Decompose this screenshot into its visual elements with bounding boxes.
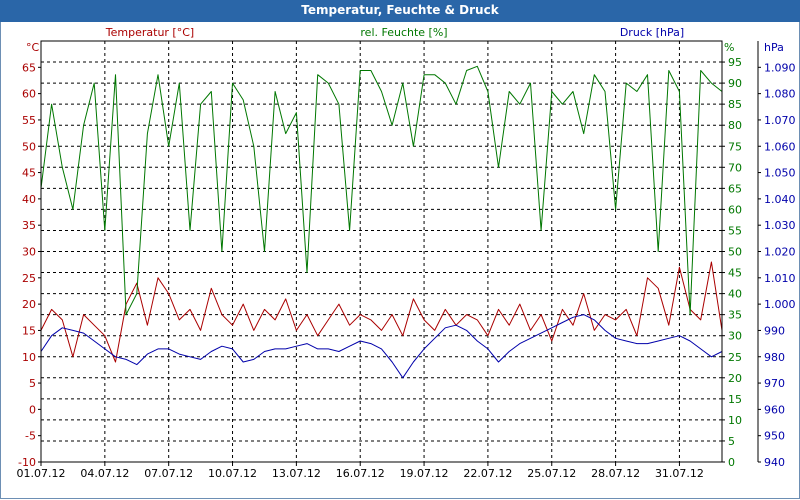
chart-canvas: 01.07.12 04.07.12 07.07.12 10.07.12 13.07.12…: [17, 26, 796, 480]
x-tick-label: 25.07.12: [527, 467, 576, 480]
y-tick-label-temperature: 65: [22, 61, 36, 74]
y-tick-label-humidity: 15: [728, 393, 742, 406]
y-tick-label-temperature: 40: [22, 193, 36, 206]
x-tick-label: 31.07.12: [655, 467, 704, 480]
y-tick-label-pressure: 950: [764, 430, 785, 443]
y-tick-label-humidity: 30: [728, 330, 742, 343]
y-tick-label-humidity: 45: [728, 267, 742, 280]
x-tick-label: 13.07.12: [272, 467, 321, 480]
y-tick-label-temperature: -10: [18, 456, 36, 469]
y-tick-label-temperature: 10: [22, 351, 36, 364]
series-line-pressure: [40, 314, 723, 379]
y-tick-label-temperature: 45: [22, 167, 36, 180]
y-tick-label-humidity: 35: [728, 309, 742, 322]
y-tick-label-pressure: 1.090: [764, 61, 796, 74]
y-tick-label-humidity: 40: [728, 288, 742, 301]
y-tick-label-humidity: 85: [728, 98, 742, 111]
y-tick-label-pressure: 990: [764, 324, 785, 337]
y-tick-label-pressure: 980: [764, 351, 785, 364]
unit-temperature: °C: [26, 41, 40, 54]
x-tick-label: 22.07.12: [463, 467, 512, 480]
y-tick-label-pressure: 1.070: [764, 114, 796, 127]
y-tick-label-humidity: 65: [728, 182, 742, 195]
x-tick-label: 04.07.12: [80, 467, 129, 480]
y-tick-label-humidity: 20: [728, 372, 742, 385]
y-tick-label-humidity: 80: [728, 119, 742, 132]
series-line-temperature: [40, 261, 723, 363]
y-tick-label-pressure: 1.050: [764, 167, 796, 180]
unit-humidity: %: [724, 41, 734, 54]
y-tick-label-temperature: 60: [22, 88, 36, 101]
y-tick-label-humidity: 10: [728, 414, 742, 427]
window-title: Temperatur, Feuchte & Druck: [301, 3, 499, 17]
x-tick-label: 07.07.12: [144, 467, 193, 480]
y-tick-label-pressure: 1.000: [764, 298, 796, 311]
y-tick-label-pressure: 1.040: [764, 193, 796, 206]
y-tick-label-pressure: 960: [764, 403, 785, 416]
y-tick-label-temperature: 25: [22, 272, 36, 285]
x-tick-label: 19.07.12: [400, 467, 449, 480]
x-tick-label: 28.07.12: [591, 467, 640, 480]
unit-pressure: hPa: [764, 41, 784, 54]
y-tick-label-pressure: 1.030: [764, 219, 796, 232]
y-tick-label-temperature: -5: [25, 430, 36, 443]
y-tick-label-pressure: 970: [764, 377, 785, 390]
y-tick-label-temperature: 5: [29, 377, 36, 390]
legend-temperature: Temperatur [°C]: [105, 26, 194, 39]
window-titlebar: Temperatur, Feuchte & Druck: [0, 0, 800, 23]
y-tick-label-humidity: 25: [728, 351, 742, 364]
y-tick-label-temperature: 35: [22, 219, 36, 232]
y-tick-label-temperature: 20: [22, 298, 36, 311]
y-tick-label-temperature: 55: [22, 114, 36, 127]
y-tick-label-humidity: 55: [728, 224, 742, 237]
y-tick-label-humidity: 70: [728, 161, 742, 174]
y-tick-label-humidity: 90: [728, 77, 742, 90]
y-tick-label-temperature: 15: [22, 324, 36, 337]
y-tick-label-temperature: 30: [22, 246, 36, 259]
x-tick-label: 16.07.12: [336, 467, 385, 480]
y-tick-label-humidity: 5: [728, 435, 735, 448]
x-tick-label: 10.07.12: [208, 467, 257, 480]
y-tick-label-pressure: 1.010: [764, 272, 796, 285]
y-tick-label-humidity: 50: [728, 246, 742, 259]
y-tick-label-temperature: 50: [22, 140, 36, 153]
y-tick-label-pressure: 1.060: [764, 140, 796, 153]
y-tick-label-humidity: 60: [728, 203, 742, 216]
series-line-humidity: [40, 65, 723, 316]
x-tick-label: 01.07.12: [17, 467, 66, 480]
y-tick-label-temperature: 0: [29, 403, 36, 416]
legend-pressure: Druck [hPa]: [620, 26, 684, 39]
y-tick-label-pressure: 1.020: [764, 246, 796, 259]
y-tick-label-humidity: 95: [728, 56, 742, 69]
y-tick-label-pressure: 940: [764, 456, 785, 469]
y-tick-label-humidity: 0: [728, 456, 735, 469]
y-tick-label-pressure: 1.080: [764, 88, 796, 101]
y-tick-label-humidity: 75: [728, 140, 742, 153]
legend-humidity: rel. Feuchte [%]: [360, 26, 447, 39]
